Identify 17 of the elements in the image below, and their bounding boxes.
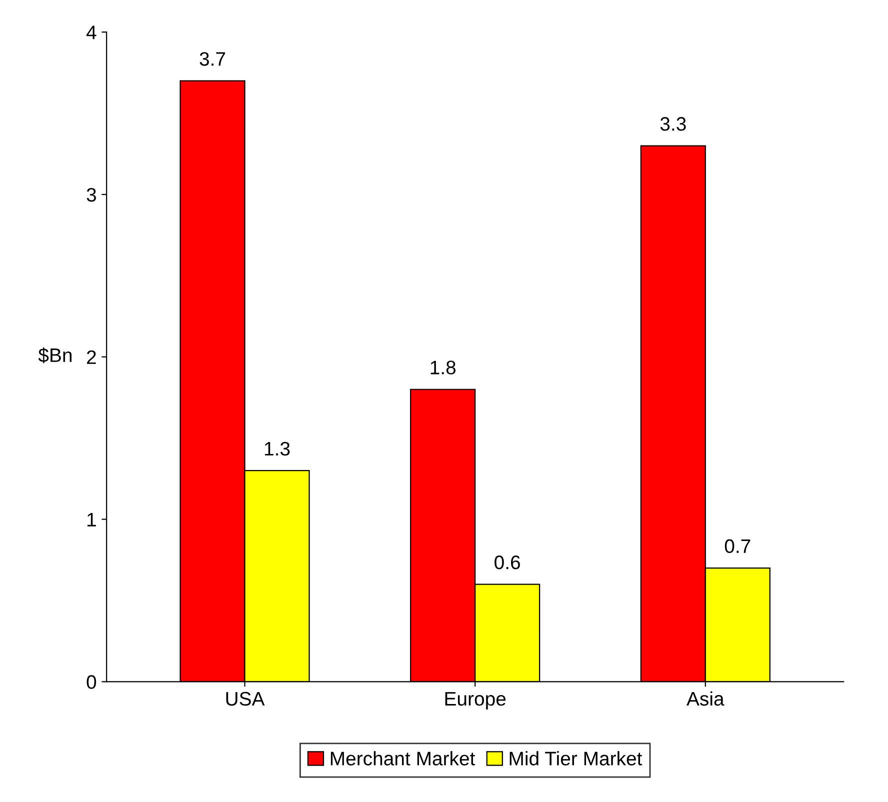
data-label: 1.3: [264, 442, 290, 456]
y-tick-label: 1: [88, 512, 96, 526]
data-label: 0.7: [724, 539, 750, 554]
y-tick-label: 2: [87, 350, 96, 364]
y-axis-title: $Bn: [38, 348, 72, 364]
y-tick-label: 4: [86, 26, 96, 40]
x-tick-label: Asia: [686, 691, 724, 706]
data-label: 3.7: [200, 52, 226, 66]
legend-label: Merchant Market: [330, 751, 476, 766]
x-tick-label: USA: [226, 692, 265, 706]
data-label: 1.8: [430, 360, 456, 374]
y-tick-label: 3: [86, 188, 96, 202]
data-label: 3.3: [660, 117, 686, 131]
y-tick-label: 0: [86, 675, 96, 689]
data-label: 0.6: [494, 556, 520, 570]
legend-label: Mid Tier Market: [510, 751, 642, 766]
x-tick-label: Europe: [445, 692, 506, 710]
